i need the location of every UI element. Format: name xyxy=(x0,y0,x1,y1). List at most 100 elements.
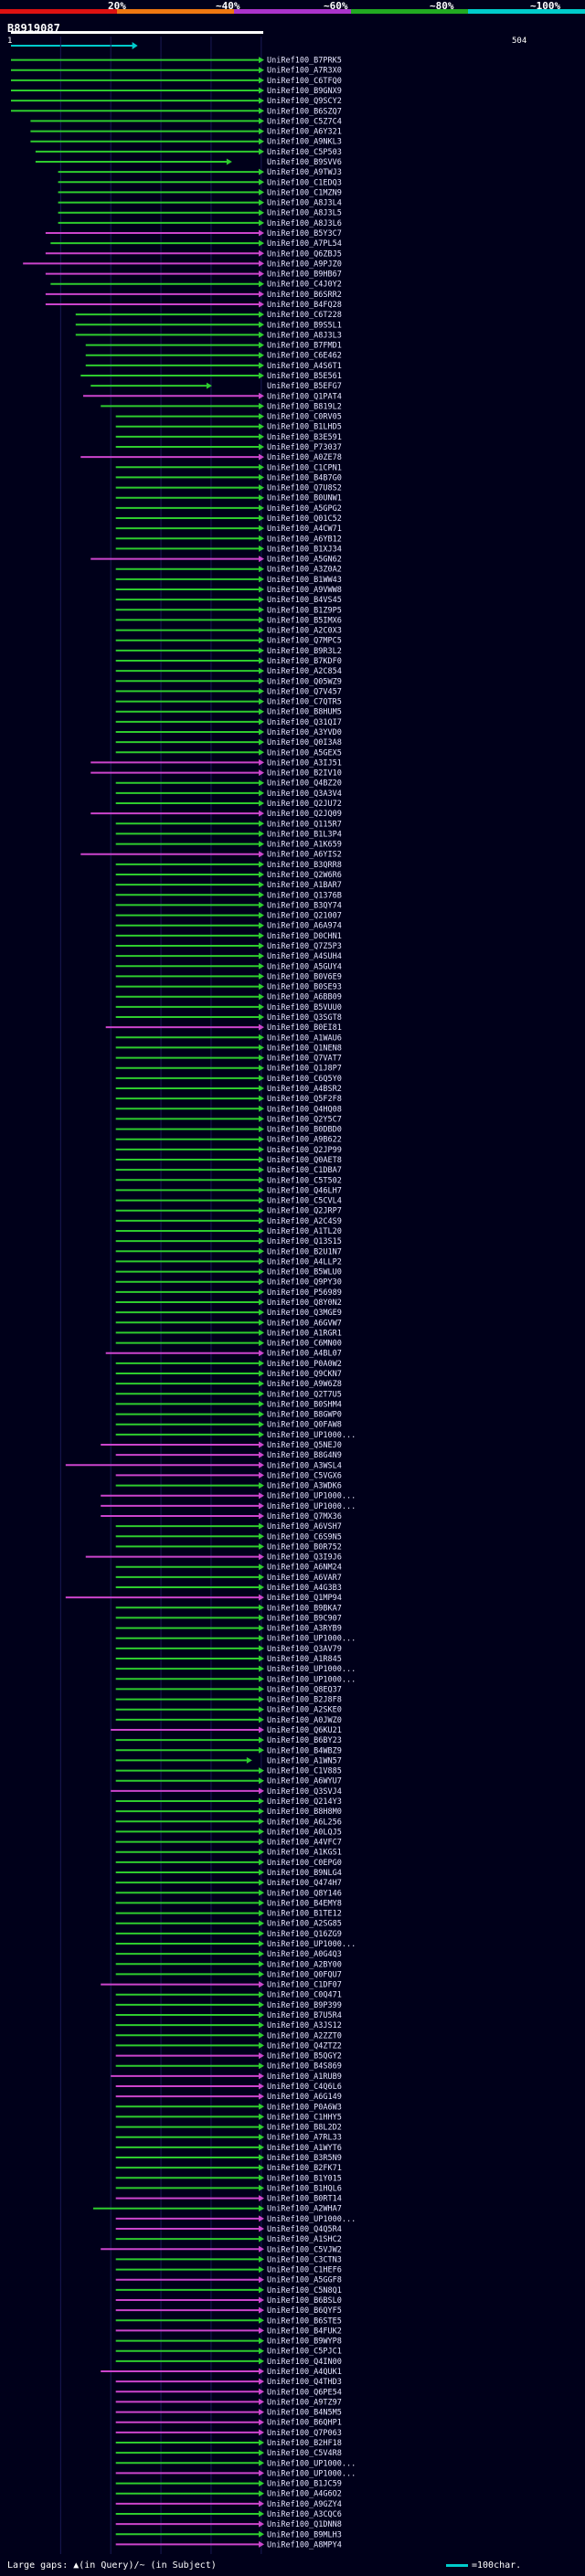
hit-arrow xyxy=(259,901,264,908)
hit-label: UniRef100_C1V885 xyxy=(267,1767,342,1776)
hit-label: UniRef100_Q46LH7 xyxy=(267,1186,342,1195)
hit-label: UniRef100_A9TWJ3 xyxy=(267,168,342,177)
hit-arrow xyxy=(259,453,264,461)
hit-arrow xyxy=(259,2429,264,2436)
hit-arrow xyxy=(259,1299,264,1306)
scale-label-80: ~80% xyxy=(430,0,454,12)
hit-arrow xyxy=(259,2031,264,2039)
hit-label: UniRef100_A2ZZT0 xyxy=(267,2031,342,2041)
hit-arrow xyxy=(259,972,264,980)
hit-arrow xyxy=(259,362,264,369)
hit-arrow xyxy=(259,718,264,726)
hit-arrow xyxy=(259,545,264,552)
hit-arrow xyxy=(259,260,264,267)
legend-label: =100char. xyxy=(472,2560,522,2571)
hit-arrow xyxy=(259,2072,264,2080)
hit-label: UniRef100_Q9PY30 xyxy=(267,1278,342,1288)
hit-label: UniRef100_B9HB67 xyxy=(267,270,342,280)
hit-arrow xyxy=(259,2235,264,2242)
query-ruler xyxy=(11,31,263,34)
hit-label: UniRef100_B1Y015 xyxy=(267,2174,342,2183)
hit-label: UniRef100_B3QY74 xyxy=(267,901,342,910)
hit-arrow xyxy=(259,77,264,84)
hit-label: UniRef100_P73037 xyxy=(267,443,342,452)
hit-label: UniRef100_C1MZN9 xyxy=(267,188,342,197)
hit-label: UniRef100_Q05WZ9 xyxy=(267,677,342,686)
hit-label: UniRef100_A2BY00 xyxy=(267,1960,342,1969)
hit-label: UniRef100_Q6ZBJ5 xyxy=(267,249,342,259)
hit-arrow xyxy=(259,769,264,777)
hit-label: UniRef100_A2WHA7 xyxy=(267,2205,342,2214)
hit-arrow xyxy=(259,1105,264,1112)
hit-arrow xyxy=(259,1492,264,1500)
hit-label: UniRef100_Q9CKN7 xyxy=(267,1370,342,1379)
hit-label: UniRef100_Q13S15 xyxy=(267,1237,342,1246)
hit-arrow xyxy=(259,2011,264,2019)
hit-label: UniRef100_A6BB09 xyxy=(267,993,342,1002)
hit-label: UniRef100_D0CHN1 xyxy=(267,932,342,941)
hit-label: UniRef100_Q4IN00 xyxy=(267,2358,342,2367)
hit-label: UniRef100_Q4HQ08 xyxy=(267,1105,342,1114)
hit-label: UniRef100_B9MLH3 xyxy=(267,2530,342,2539)
hit-label: UniRef100_Q01C52 xyxy=(267,514,342,524)
hit-arrow xyxy=(259,2021,264,2029)
hit-label: UniRef100_Q7VAT7 xyxy=(267,1055,342,1064)
hit-label: UniRef100_A4SUH4 xyxy=(267,952,342,961)
hit-label: UniRef100_Q21007 xyxy=(267,912,342,921)
hit-label: UniRef100_B5QGY2 xyxy=(267,2052,342,2062)
hit-arrow xyxy=(259,1879,264,1886)
hit-arrow xyxy=(259,952,264,959)
hit-label: UniRef100_Q8Y0N2 xyxy=(267,1299,342,1308)
hit-label: UniRef100_A6Y321 xyxy=(267,128,342,137)
hit-label: UniRef100_A8MPY4 xyxy=(267,2540,342,2549)
hit-label: UniRef100_B9BKA7 xyxy=(267,1604,342,1613)
hit-arrow xyxy=(259,219,264,227)
hit-arrow xyxy=(259,566,264,573)
hit-label: UniRef100_B2HF18 xyxy=(267,2439,342,2448)
hit-label: UniRef100_B4VS45 xyxy=(267,596,342,605)
hit-label: UniRef100_C1HHY5 xyxy=(267,2113,342,2122)
hit-label: UniRef100_Q2JRP7 xyxy=(267,1207,342,1216)
hit-arrow xyxy=(259,2041,264,2049)
hit-arrow xyxy=(259,1604,264,1611)
hit-arrow xyxy=(259,1726,264,1733)
hit-label: UniRef100_Q2JQ09 xyxy=(267,810,342,819)
hit-arrow xyxy=(259,2419,264,2426)
hit-label: UniRef100_Q7Z5P3 xyxy=(267,942,342,951)
hit-arrow xyxy=(259,2245,264,2253)
hit-arrow xyxy=(259,1787,264,1795)
hit-label: UniRef100_B1Z9P5 xyxy=(267,606,342,615)
hit-arrow xyxy=(259,1675,264,1682)
hit-label: UniRef100_B6QYF5 xyxy=(267,2306,342,2316)
hit-label: UniRef100_A3JS12 xyxy=(267,2021,342,2030)
hit-arrow xyxy=(259,2083,264,2090)
hit-label: UniRef100_B9WYP8 xyxy=(267,2337,342,2347)
hit-arrow xyxy=(259,1930,264,1937)
hit-label: UniRef100_A1SHC2 xyxy=(267,2235,342,2244)
hit-arrow xyxy=(259,1247,264,1255)
hit-label: UniRef100_Q0AET8 xyxy=(267,1156,342,1165)
hit-label: UniRef100_A4VFC7 xyxy=(267,1839,342,1848)
hit-label: UniRef100_C7QTR5 xyxy=(267,698,342,707)
hit-arrow xyxy=(259,637,264,644)
hit-label: UniRef100_A1K659 xyxy=(267,841,342,850)
hit-arrow xyxy=(259,1574,264,1581)
hit-label: UniRef100_A1RGR1 xyxy=(267,1329,342,1338)
hit-label: UniRef100_A6GVW7 xyxy=(267,1319,342,1328)
hit-arrow xyxy=(259,1482,264,1489)
hit-label: UniRef100_B9GNX9 xyxy=(267,87,342,96)
hit-label: UniRef100_B8H8M0 xyxy=(267,1807,342,1817)
hit-arrow xyxy=(259,1136,264,1143)
hit-label: UniRef100_A0ZE78 xyxy=(267,453,342,462)
hit-arrow xyxy=(259,2195,264,2202)
hit-label: UniRef100_Q7V457 xyxy=(267,687,342,696)
hit-label: UniRef100_UP1000... xyxy=(267,2215,356,2224)
hit-arrow xyxy=(259,413,264,420)
hit-arrow xyxy=(259,1085,264,1092)
hit-arrow xyxy=(259,514,264,522)
hit-label: UniRef100_B4S869 xyxy=(267,2062,342,2072)
hit-arrow xyxy=(259,586,264,593)
hit-arrow xyxy=(259,2368,264,2375)
hit-label: UniRef100_A6YIS2 xyxy=(267,851,342,860)
hit-label: UniRef100_A4LLP2 xyxy=(267,1257,342,1267)
